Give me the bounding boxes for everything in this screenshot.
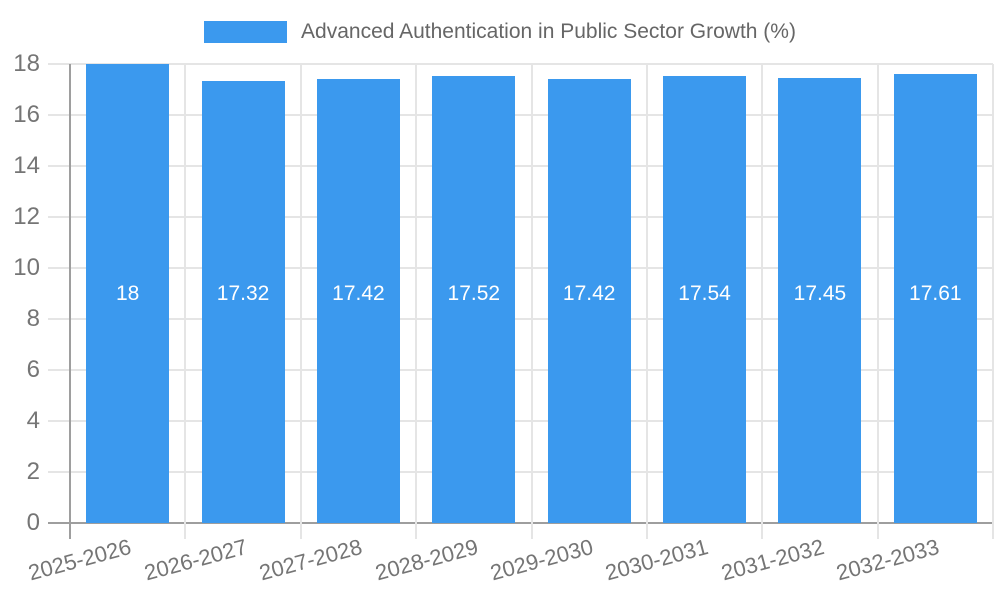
bar-value-label: 17.32 [216, 281, 270, 305]
x-axis-tick-label: 2031-2032 [718, 534, 827, 586]
legend-swatch [204, 21, 288, 43]
gridline-vertical [299, 64, 302, 539]
bar[interactable] [893, 73, 977, 523]
y-axis-tick-label: 2 [26, 458, 40, 485]
bar-value-label: 17.54 [678, 281, 731, 305]
gridline-vertical [415, 64, 418, 539]
bar-value-label: 17.42 [562, 281, 616, 305]
y-axis-tick-label: 18 [13, 50, 40, 77]
gridline-vertical [645, 64, 648, 539]
gridline-horizontal [48, 63, 993, 65]
bar-value-label: 17.45 [793, 281, 847, 305]
x-axis-tick-label: 2027-2028 [256, 534, 365, 586]
y-axis-tick-label: 14 [13, 152, 40, 179]
y-axis-tick-label: 8 [26, 305, 40, 332]
bar-value-label: 17.52 [447, 281, 501, 305]
x-axis-tick-label: 2028-2029 [372, 534, 481, 586]
x-axis-tick-label: 2025-2026 [26, 534, 135, 586]
x-axis-line [48, 522, 993, 524]
x-axis-tick-label: 2030-2031 [602, 534, 712, 586]
gridline-horizontal [48, 318, 993, 320]
bar[interactable] [201, 81, 285, 523]
gridline-vertical [876, 64, 879, 539]
gridline-horizontal [48, 369, 993, 371]
x-axis-tick-label: 2029-2030 [487, 534, 596, 586]
x-axis-tick-label: 2032-2033 [833, 534, 942, 586]
bar-value-label: 18 [116, 281, 140, 305]
gridline-horizontal [48, 420, 993, 422]
bar[interactable] [86, 64, 170, 523]
y-axis-tick-label: 6 [26, 356, 40, 383]
gridline-horizontal [48, 216, 993, 218]
y-axis-line [69, 64, 71, 539]
gridline-horizontal [48, 114, 993, 116]
bar[interactable] [547, 78, 631, 523]
gridline-horizontal [48, 267, 993, 269]
y-axis-tick-label: 10 [13, 254, 40, 281]
legend-label: Advanced Authentication in Public Sector… [301, 20, 796, 43]
bar[interactable] [663, 75, 747, 523]
gridline-vertical [992, 64, 994, 539]
gridline-vertical [530, 64, 533, 539]
y-axis-tick-label: 0 [26, 509, 40, 536]
y-axis-tick-label: 16 [13, 101, 40, 128]
y-axis-tick-label: 12 [13, 203, 40, 230]
bar[interactable] [316, 78, 400, 523]
bar[interactable] [432, 76, 516, 523]
x-axis-tick-label: 2026-2027 [141, 534, 250, 586]
bar-value-label: 17.42 [332, 281, 385, 305]
bar-value-label: 17.61 [909, 281, 962, 305]
chart-legend[interactable]: Advanced Authentication in Public Sector… [0, 19, 1000, 45]
gridline-vertical [184, 64, 187, 539]
gridline-vertical [761, 64, 764, 539]
y-axis-tick-label: 4 [26, 407, 40, 434]
gridline-horizontal [48, 165, 993, 167]
bar[interactable] [778, 78, 862, 523]
gridline-horizontal [48, 471, 993, 473]
